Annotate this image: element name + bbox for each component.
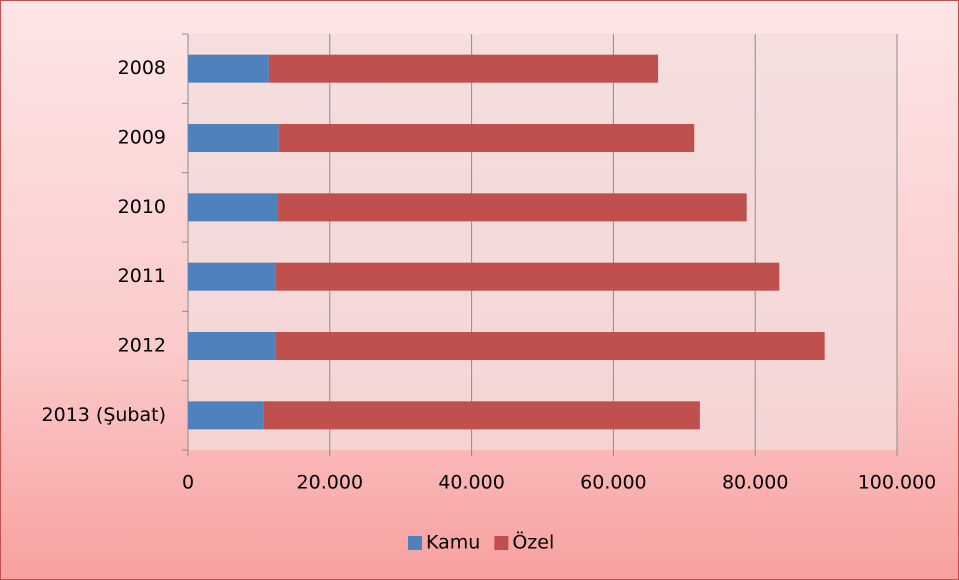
- bar: [188, 193, 279, 222]
- bar: [275, 332, 825, 360]
- bar: [188, 332, 276, 360]
- x-tick-label: 0: [182, 472, 194, 494]
- bar: [188, 401, 264, 430]
- bar: [268, 54, 659, 83]
- y-tick-label: 2012: [118, 335, 166, 357]
- y-tick-label: 2008: [118, 57, 166, 79]
- x-tick-label: 20.000: [297, 472, 363, 494]
- bar: [278, 193, 747, 222]
- legend-label: Özel: [512, 531, 554, 554]
- x-tick-label: 40.000: [438, 472, 504, 494]
- bar: [275, 262, 780, 291]
- bar: [263, 401, 700, 430]
- bar: [278, 124, 695, 152]
- x-tick-label: 100.000: [858, 472, 937, 494]
- y-tick-label: 2009: [118, 127, 166, 149]
- bar: [188, 54, 269, 83]
- y-tick-label: 2010: [118, 196, 166, 218]
- legend-swatch: [494, 536, 509, 550]
- y-tick-label: 2011: [118, 265, 166, 287]
- bar: [188, 124, 279, 152]
- legend-label: Kamu: [426, 532, 480, 554]
- plot-area: [188, 34, 897, 450]
- legend-swatch: [408, 536, 422, 550]
- y-tick-label: 2013 (Şubat): [42, 404, 166, 426]
- x-tick-label: 80.000: [722, 472, 788, 494]
- bar: [188, 262, 276, 291]
- x-tick-label: 60.000: [580, 472, 646, 494]
